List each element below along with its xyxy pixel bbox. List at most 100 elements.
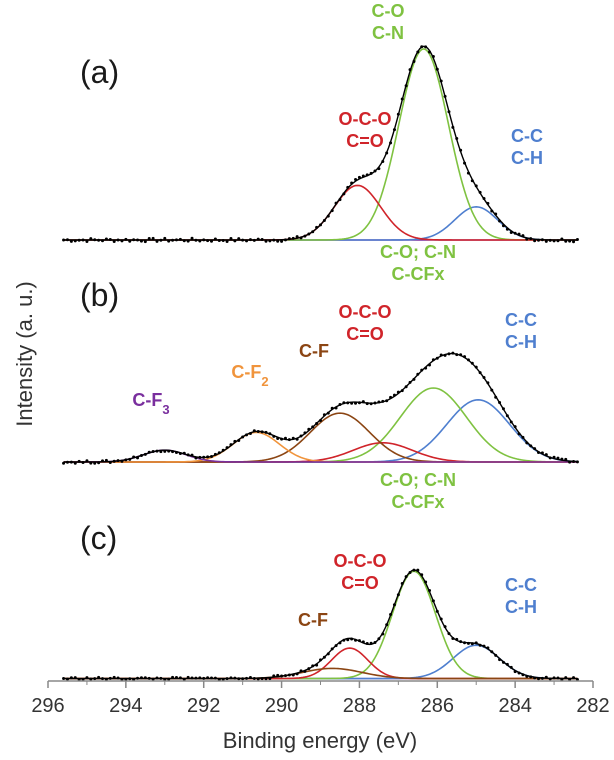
data-point — [513, 670, 517, 674]
data-point — [237, 237, 241, 241]
data-point — [283, 436, 287, 440]
data-point — [155, 676, 159, 680]
data-point — [354, 638, 358, 642]
data-point — [260, 677, 264, 681]
peak-o-c-o-c-o — [63, 184, 578, 241]
data-point — [513, 231, 517, 235]
data-point — [136, 456, 140, 460]
peak-annotation: C-C C-H — [505, 310, 537, 352]
data-point — [213, 452, 217, 456]
data-point — [424, 45, 428, 49]
data-point — [326, 652, 330, 656]
data-point — [280, 674, 284, 678]
data-point — [505, 414, 509, 418]
data-point — [315, 225, 319, 229]
data-point — [322, 219, 326, 222]
data-point — [89, 461, 93, 465]
data-point — [533, 239, 537, 243]
data-point — [385, 623, 389, 627]
data-point — [85, 459, 89, 463]
data-point — [120, 677, 124, 681]
data-point — [311, 664, 315, 668]
data-point — [287, 673, 291, 677]
data-point — [171, 238, 175, 242]
data-point — [334, 644, 338, 648]
data-point — [361, 640, 365, 644]
data-point — [334, 406, 338, 410]
data-point — [104, 458, 108, 462]
data-point — [373, 401, 377, 405]
data-point — [404, 575, 408, 579]
data-point — [260, 237, 264, 241]
data-point — [455, 137, 459, 141]
data-point — [568, 460, 572, 464]
data-point — [470, 361, 474, 365]
x-tick-label: 288 — [343, 695, 376, 717]
data-point — [556, 456, 560, 460]
peak-annotation: C-F2 — [231, 362, 268, 389]
data-point — [455, 637, 459, 641]
data-point — [276, 673, 280, 677]
data-point — [501, 660, 505, 664]
data-point — [85, 239, 89, 243]
data-point — [381, 159, 385, 163]
data-point — [494, 395, 498, 399]
data-point — [69, 676, 73, 680]
data-point — [210, 239, 213, 243]
data-point — [416, 372, 420, 376]
data-point — [431, 358, 435, 362]
data-point — [190, 453, 194, 457]
data-point — [459, 640, 463, 644]
data-point — [65, 238, 69, 242]
data-point — [572, 240, 576, 244]
panel-b: (b) C-F3 C-F2 C-F O-C-O C=O C-O; C-N C-CFx C-C C-… — [62, 242, 579, 465]
data-point — [517, 232, 521, 236]
data-point — [128, 677, 132, 681]
data-point — [490, 209, 494, 213]
data-point — [93, 677, 97, 681]
data-point — [163, 449, 167, 453]
data-point — [229, 237, 233, 240]
data-point — [221, 448, 225, 452]
data-point — [221, 239, 225, 243]
data-point — [540, 676, 544, 680]
data-point — [143, 240, 147, 244]
data-point — [97, 238, 101, 242]
data-point — [537, 677, 540, 681]
data-point — [498, 219, 502, 223]
data-point — [544, 453, 548, 457]
x-tick-label: 292 — [187, 695, 220, 717]
data-point — [147, 450, 151, 454]
data-point — [322, 655, 326, 659]
data-point — [276, 239, 280, 243]
data-point — [482, 376, 486, 380]
data-point — [326, 214, 330, 218]
data-point — [451, 636, 455, 640]
data-point — [319, 419, 322, 423]
data-point — [346, 185, 350, 189]
data-point — [143, 676, 147, 680]
data-point — [264, 239, 268, 243]
data-point — [198, 239, 202, 243]
data-point — [190, 236, 194, 240]
data-points — [62, 45, 579, 244]
data-point — [283, 674, 287, 678]
data-point — [521, 673, 525, 677]
data-point — [287, 438, 291, 442]
data-point — [420, 368, 424, 372]
data-point — [248, 238, 252, 242]
data-point — [167, 449, 171, 453]
data-point — [194, 676, 198, 680]
data-point — [435, 67, 439, 71]
data-point — [132, 455, 136, 459]
data-point — [139, 676, 143, 680]
data-point — [311, 425, 315, 429]
data-point — [373, 169, 377, 173]
data-point — [392, 128, 396, 132]
data-point — [202, 455, 206, 459]
data-point — [241, 435, 245, 439]
data-point — [544, 675, 548, 679]
data-point — [206, 455, 210, 459]
data-point — [159, 238, 163, 242]
